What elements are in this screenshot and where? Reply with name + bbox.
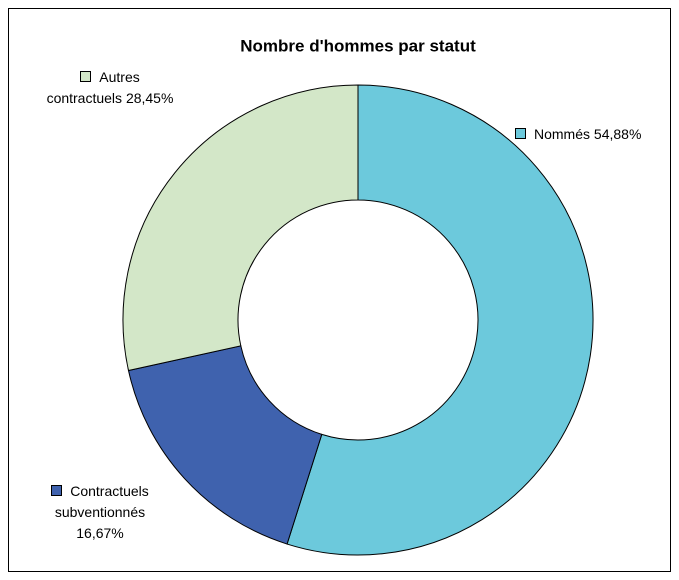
- donut-slice: [127, 345, 323, 545]
- legend-swatch: [51, 485, 63, 496]
- donut-slice: [286, 84, 594, 556]
- label-name: Autres contractuels: [46, 69, 140, 106]
- data-label: Nommés 54,88%: [515, 124, 675, 145]
- label-value: 28,45%: [125, 90, 174, 106]
- label-name: Contractuels subventionnés: [54, 483, 149, 520]
- chart-title: Nombre d'hommes par statut: [240, 36, 476, 55]
- label-value: 16,67%: [76, 525, 124, 541]
- donut-slice: [122, 84, 359, 372]
- legend-swatch: [515, 128, 526, 139]
- label-value: 54,88%: [593, 126, 642, 142]
- data-label: Autres contractuels 28,45%: [45, 67, 175, 109]
- legend-swatch: [80, 71, 92, 82]
- data-label: Contractuels subventionnés 16,67%: [30, 481, 170, 544]
- label-name: Nommés: [534, 126, 591, 142]
